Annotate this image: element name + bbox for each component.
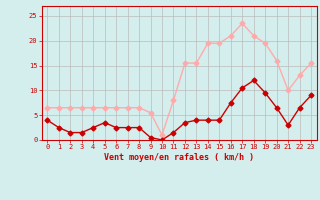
X-axis label: Vent moyen/en rafales ( km/h ): Vent moyen/en rafales ( km/h ) <box>104 153 254 162</box>
